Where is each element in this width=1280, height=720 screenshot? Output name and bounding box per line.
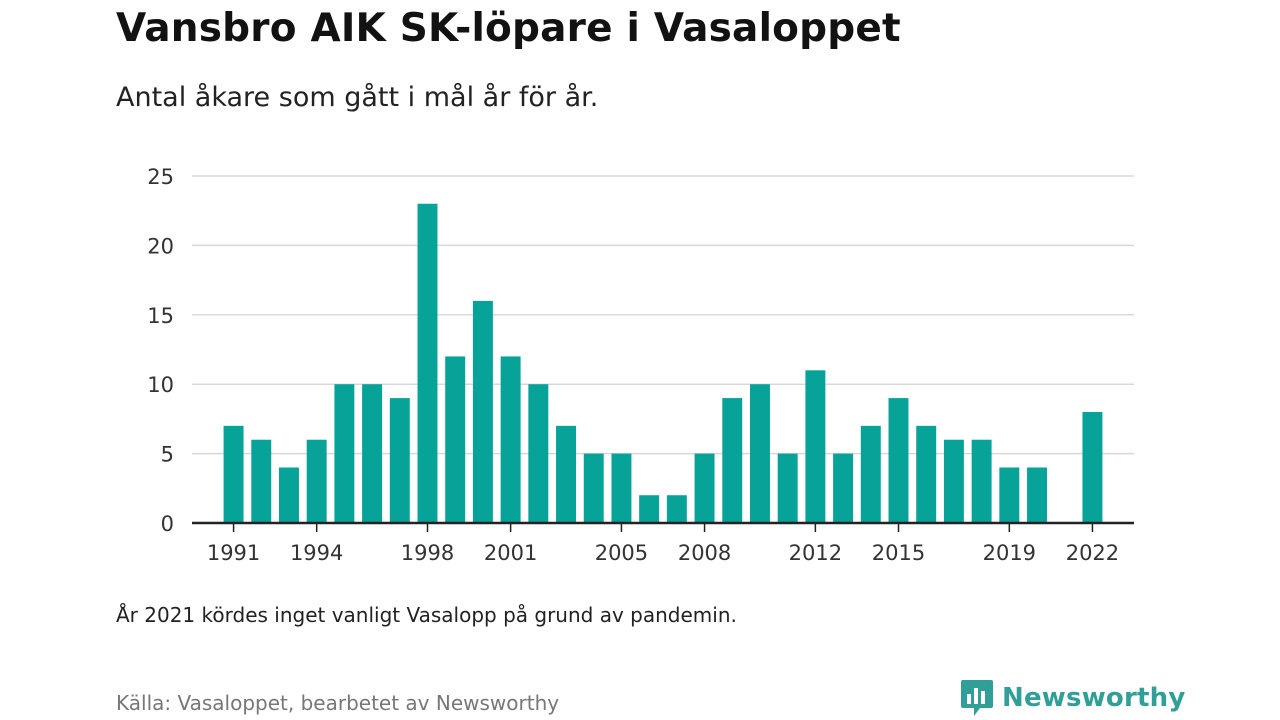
x-tick-label: 2022 [1066, 541, 1119, 565]
x-axis-ticks: 1991 1994 1998 2001 2005 2008 2012 2015 2019 2022 [207, 523, 1119, 565]
newsworthy-brand[interactable]: Newsworthy [960, 680, 1185, 716]
bar [666, 495, 687, 523]
newsworthy-logo-icon [961, 680, 993, 716]
y-tick-label: 15 [147, 304, 174, 328]
bar [556, 425, 577, 523]
bar [777, 453, 798, 523]
bar [251, 439, 272, 523]
bar [278, 467, 299, 523]
bars [223, 203, 1103, 523]
y-tick-label: 10 [147, 373, 174, 397]
x-tick-label: 2001 [484, 541, 537, 565]
bar [472, 300, 493, 523]
x-tick-label: 1994 [290, 541, 343, 565]
bar [1082, 411, 1103, 523]
bar [389, 398, 410, 523]
bar [860, 425, 881, 523]
x-tick-label: 1991 [207, 541, 260, 565]
bar [417, 203, 438, 523]
y-tick-label: 0 [161, 512, 174, 536]
x-tick-label: 2005 [595, 541, 648, 565]
bar [445, 356, 466, 523]
bar [611, 453, 632, 523]
bar [528, 384, 549, 523]
bar [500, 356, 521, 523]
bar [888, 398, 909, 523]
bar [639, 495, 660, 523]
x-tick-label: 1998 [401, 541, 454, 565]
y-tick-label: 5 [161, 443, 174, 467]
bar [583, 453, 604, 523]
brand-name: Newsworthy [1002, 683, 1186, 713]
bar [694, 453, 715, 523]
x-tick-label: 2015 [872, 541, 925, 565]
source-text: Källa: Vasaloppet, bearbetet av Newswort… [116, 691, 560, 715]
bar [805, 370, 826, 523]
footnote: År 2021 kördes inget vanligt Vasalopp på… [116, 603, 737, 627]
bar [971, 439, 992, 523]
bar [999, 467, 1020, 523]
chart-subtitle: Antal åkare som gått i mål år för år. [116, 82, 599, 113]
bar [833, 453, 854, 523]
y-tick-label: 20 [147, 234, 174, 258]
bar [722, 398, 743, 523]
x-tick-label: 2019 [983, 541, 1036, 565]
x-tick-label: 2008 [678, 541, 731, 565]
bar [306, 439, 327, 523]
bar [749, 384, 770, 523]
bar [943, 439, 964, 523]
bar [1027, 467, 1048, 523]
bar [362, 384, 383, 523]
bar [223, 425, 244, 523]
y-tick-label: 25 [147, 165, 174, 189]
bar [334, 384, 355, 523]
bar [916, 425, 937, 523]
gridlines [192, 175, 1134, 455]
chart-title: Vansbro AIK SK-löpare i Vasaloppet [116, 6, 901, 51]
x-tick-label: 2012 [789, 541, 842, 565]
y-axis-ticks: 0 5 10 15 20 25 [147, 165, 174, 536]
